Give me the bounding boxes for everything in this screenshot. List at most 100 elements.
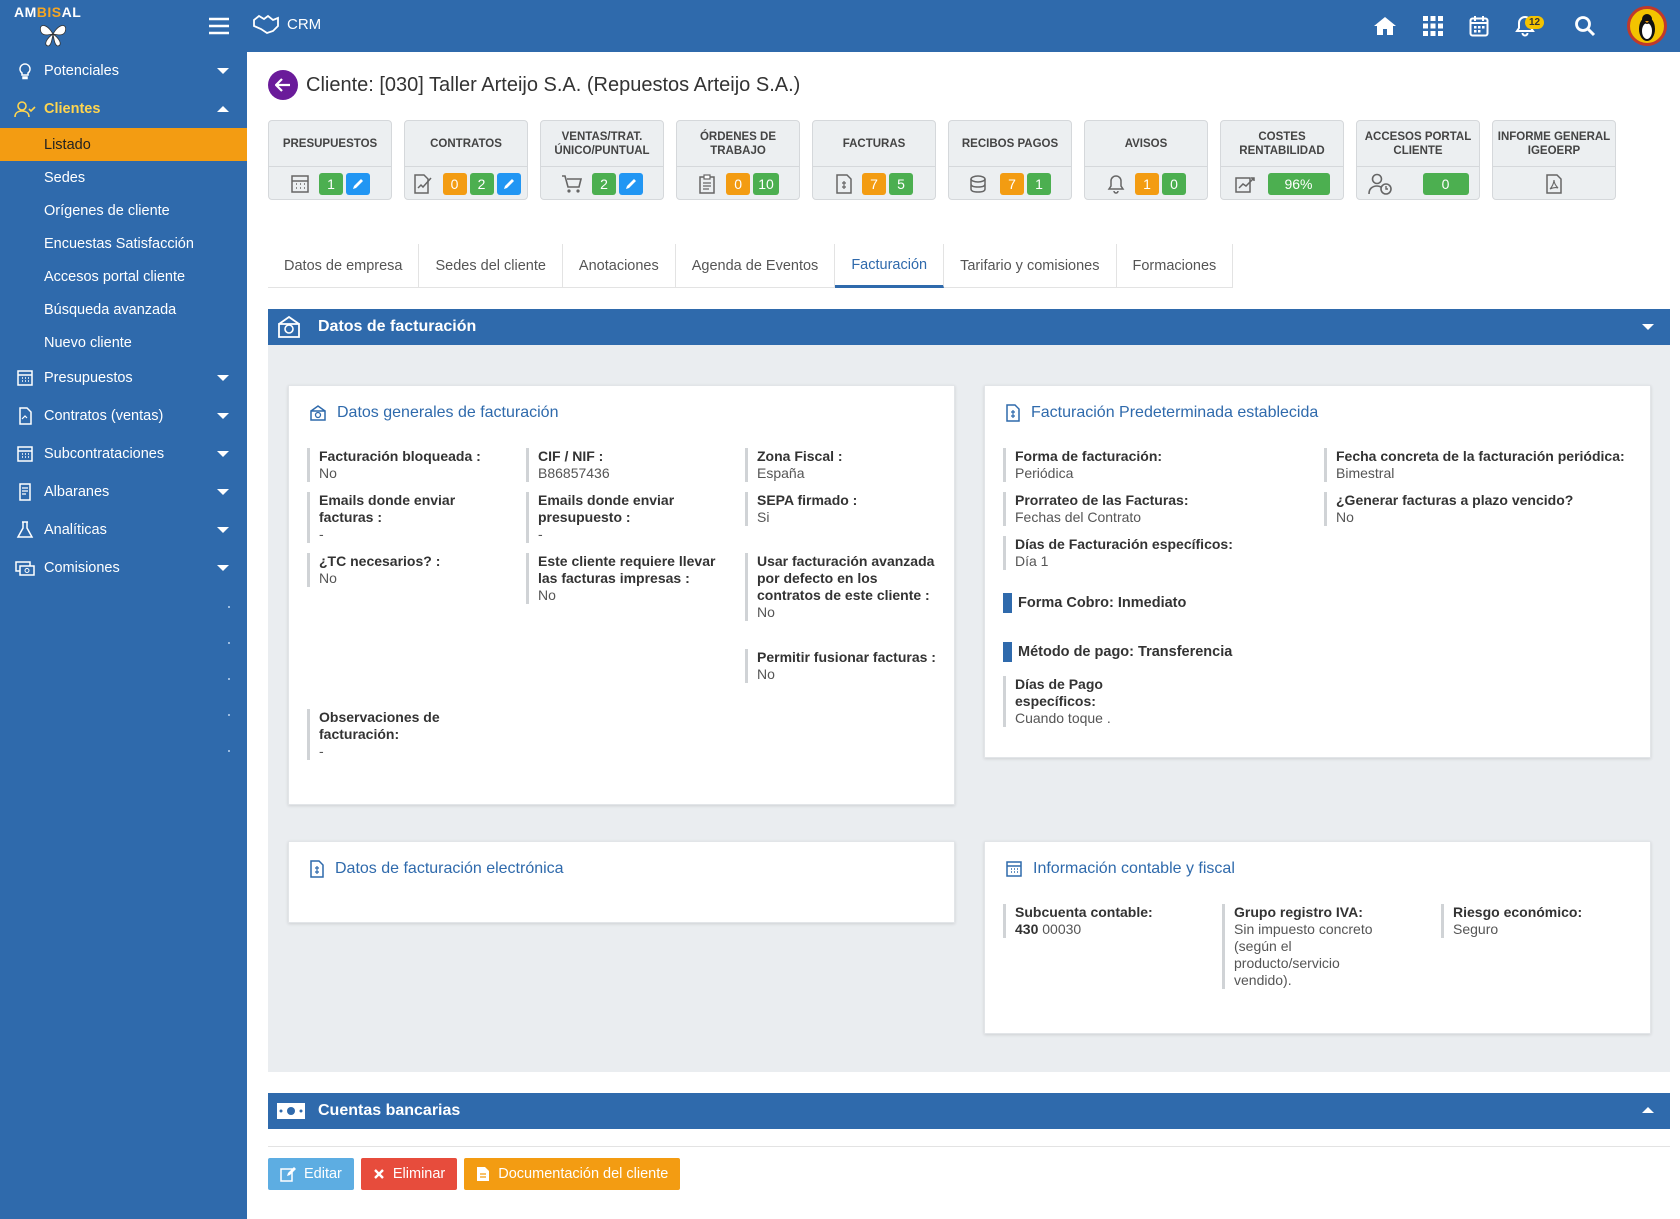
card-costes[interactable]: COSTES RENTABILIDAD 96%: [1220, 120, 1344, 200]
card-ordenes[interactable]: ÓRDENES DE TRABAJO 0 10: [676, 120, 800, 200]
card-recibos[interactable]: RECIBOS PAGOS 7 1: [948, 120, 1072, 200]
box-title: Datos generales de facturación: [309, 404, 558, 422]
sidebar-item-albaranes[interactable]: Albaranes: [0, 473, 247, 511]
sidebar-item-presupuestos[interactable]: Presupuestos: [0, 359, 247, 397]
field-facturacion-avanzada: Usar facturación avanzada por defecto en…: [745, 553, 940, 621]
sidebar-sub-sedes[interactable]: Sedes: [44, 169, 86, 186]
sidebar-sub-accesos[interactable]: Accesos portal cliente: [44, 268, 186, 285]
field-label: Riesgo económico:: [1453, 904, 1583, 920]
field-value: Periódica: [1015, 465, 1074, 481]
delete-button[interactable]: Eliminar: [360, 1158, 458, 1190]
card-facturas[interactable]: FACTURAS 7 5: [812, 120, 936, 200]
notifications-button[interactable]: 12: [1509, 10, 1545, 42]
divider-dot: [228, 678, 230, 680]
field-value: Si: [757, 509, 770, 525]
count-pill[interactable]: 10: [753, 172, 779, 195]
chevron-down-icon: [217, 451, 229, 457]
count-pill[interactable]: 7: [1000, 172, 1024, 195]
home-button[interactable]: [1369, 10, 1401, 42]
box-title-text: Información contable y fiscal: [1033, 860, 1235, 877]
card-ventas[interactable]: VENTAS/TRAT. ÚNICO/PUNTUAL 2: [540, 120, 664, 200]
signed-document-icon: [412, 173, 434, 194]
sidebar-sub-encuestas[interactable]: Encuestas Satisfacción: [44, 235, 194, 252]
calendar-button[interactable]: [1463, 10, 1495, 42]
count-pill[interactable]: 0: [1422, 172, 1469, 195]
client-documents-button[interactable]: Documentación del cliente: [464, 1158, 681, 1190]
field-value: No: [319, 570, 337, 586]
card-contratos[interactable]: CONTRATOS 0 2: [404, 120, 528, 200]
box-title: Facturación Predeterminada establecida: [1005, 404, 1318, 422]
sidebar-sub-busqueda[interactable]: Búsqueda avanzada: [44, 301, 177, 318]
field-value: No: [757, 604, 775, 620]
divider-dot: [228, 606, 230, 608]
sidebar-item-subcontrataciones[interactable]: Subcontrataciones: [0, 435, 247, 473]
edit-icon: [280, 1167, 296, 1182]
card-informe[interactable]: INFORME GENERAL IGEOERP: [1492, 120, 1616, 200]
receipt-icon: [14, 481, 36, 503]
pencil-icon: [503, 178, 514, 189]
ambisal-logo[interactable]: AMBISAL: [14, 4, 104, 50]
count-pill[interactable]: 7: [862, 172, 886, 195]
sidebar-item-contratos[interactable]: Contratos (ventas): [0, 397, 247, 435]
edit-pill[interactable]: [496, 172, 521, 195]
search-button[interactable]: [1569, 10, 1601, 42]
field-value: B86857436: [538, 465, 610, 481]
calendar-icon: [1469, 16, 1489, 37]
sidebar-item-analiticas[interactable]: Analíticas: [0, 511, 247, 549]
invoice-icon: [310, 860, 324, 878]
card-accesos[interactable]: ACCESOS PORTAL CLIENTE 0: [1356, 120, 1480, 200]
card-title: VENTAS/TRAT. ÚNICO/PUNTUAL: [541, 121, 663, 167]
count-pill[interactable]: 1: [1027, 172, 1051, 195]
page-title: Cliente: [030] Taller Arteijo S.A. (Repu…: [268, 70, 800, 100]
count-pill[interactable]: 5: [889, 172, 913, 195]
edit-pill[interactable]: [619, 172, 643, 195]
sidebar-sub-origenes[interactable]: Orígenes de cliente: [44, 202, 170, 219]
documents-label: Documentación del cliente: [498, 1166, 669, 1182]
bank-panel-header[interactable]: Cuentas bancarias: [268, 1093, 1670, 1129]
edit-button[interactable]: Editar: [268, 1158, 354, 1190]
count-pill[interactable]: 0: [442, 172, 467, 195]
count-pill[interactable]: 1: [1135, 172, 1159, 195]
edit-label: Editar: [304, 1166, 342, 1182]
count-pill[interactable]: 1: [319, 172, 343, 195]
notification-badge: 12: [1525, 16, 1545, 29]
field-label: ¿Generar facturas a plazo vencido?: [1336, 492, 1574, 508]
tab-facturacion[interactable]: Facturación: [835, 244, 945, 288]
count-pill[interactable]: 2: [469, 172, 494, 195]
field-value: Fechas del Contrato: [1015, 509, 1142, 525]
percent-pill[interactable]: 96%: [1267, 172, 1330, 195]
tab-agenda[interactable]: Agenda de Eventos: [676, 244, 836, 288]
sidebar-sub-nuevo[interactable]: Nuevo cliente: [44, 334, 132, 351]
card-presupuestos[interactable]: PRESUPUESTOS 1: [268, 120, 392, 200]
tab-tarifario[interactable]: Tarifario y comisiones: [944, 244, 1117, 288]
menu-toggle-button[interactable]: [203, 10, 235, 42]
handshake-icon: [253, 14, 279, 34]
apps-grid-button[interactable]: [1417, 10, 1449, 42]
count-pill[interactable]: 2: [592, 172, 616, 195]
tab-datos-empresa[interactable]: Datos de empresa: [268, 244, 420, 288]
field-label: Grupo registro IVA:: [1234, 904, 1363, 920]
tab-sedes[interactable]: Sedes del cliente: [419, 244, 563, 288]
tab-formaciones[interactable]: Formaciones: [1117, 244, 1234, 288]
sidebar-item-clientes[interactable]: Clientes: [0, 90, 247, 128]
chevron-up-icon: [1642, 1107, 1654, 1113]
count-pill[interactable]: 0: [726, 172, 751, 195]
tab-anotaciones[interactable]: Anotaciones: [563, 244, 676, 288]
sidebar-item-potenciales[interactable]: Potenciales: [0, 52, 247, 90]
pdf-icon[interactable]: [1545, 173, 1563, 194]
card-avisos[interactable]: AVISOS 1 0: [1084, 120, 1208, 200]
home-icon: [1374, 17, 1396, 35]
sidebar-sub-listado[interactable]: Listado: [0, 128, 247, 161]
bank-panel-title: Cuentas bancarias: [318, 1102, 461, 1119]
user-avatar[interactable]: [1627, 6, 1667, 46]
billing-panel-header[interactable]: Datos de facturación: [268, 309, 1670, 345]
sidebar-item-comisiones[interactable]: Comisiones: [0, 549, 247, 587]
count-pill[interactable]: 0: [1162, 172, 1186, 195]
field-label: ¿TC necesarios? :: [319, 553, 441, 569]
sidebar-item-label: Presupuestos: [44, 370, 133, 386]
box-title-text: Datos de facturación electrónica: [335, 860, 564, 877]
crm-module-link[interactable]: CRM: [253, 14, 321, 34]
calculator-icon: [290, 174, 310, 194]
edit-pill[interactable]: [346, 172, 370, 195]
back-button[interactable]: [268, 70, 298, 100]
